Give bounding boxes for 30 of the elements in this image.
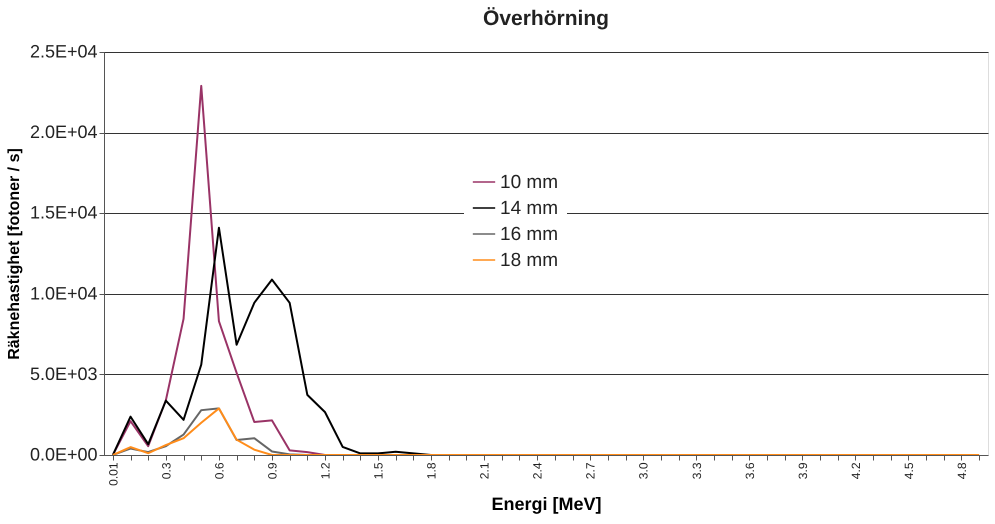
x-tick-label: 3.9: [796, 462, 810, 480]
chart-title: Överhörning: [482, 7, 610, 30]
y-tick-label: 1.5E+04: [30, 202, 98, 223]
x-tick-label: 0.6: [212, 462, 226, 480]
x-tick-label: 4.8: [954, 462, 969, 480]
x-tick-label: 3.0: [636, 462, 651, 480]
y-tick-label: 2.5E+04: [30, 42, 98, 62]
y-tick-label: 1.0E+04: [30, 283, 98, 304]
x-tick-label: 2.1: [478, 462, 492, 480]
x-axis-title: Energi [MeV]: [491, 494, 602, 514]
x-tick-label: 1.2: [318, 462, 332, 480]
x-tick-label: 0.01: [106, 462, 120, 486]
x-tick-label: 4.5: [902, 462, 916, 480]
y-tick-label: 5.0E+03: [30, 364, 98, 384]
legend-label: 18 mm: [500, 250, 558, 271]
legend-label: 10 mm: [500, 172, 558, 193]
y-axis-title: Räknehastighet [fotoner / s]: [6, 148, 23, 360]
x-tick-label: 2.7: [584, 462, 598, 480]
y-tick-label: 0.0E+00: [30, 444, 98, 464]
x-tick-label: 2.4: [530, 462, 545, 480]
y-tick-label: 2.0E+04: [30, 122, 98, 142]
x-tick-label: 1.5: [372, 462, 386, 480]
x-tick-label: 1.8: [424, 462, 439, 480]
x-tick-label: 3.3: [690, 462, 704, 480]
legend-label: 16 mm: [500, 224, 558, 245]
x-tick-label: 0.9: [265, 462, 280, 480]
x-tick-label: 0.3: [159, 462, 174, 480]
x-tick-label: 4.2: [848, 462, 863, 480]
x-tick-label: 3.6: [742, 462, 757, 480]
legend-label: 14 mm: [500, 198, 558, 219]
